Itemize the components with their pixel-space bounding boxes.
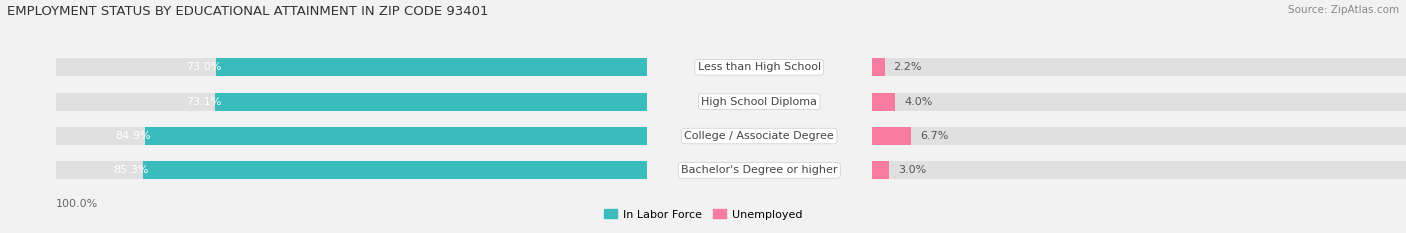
Bar	[143, 161, 647, 179]
Text: 4.0%: 4.0%	[904, 97, 932, 107]
Bar	[872, 161, 1406, 179]
Text: 100.0%: 100.0%	[56, 199, 98, 209]
Bar	[56, 127, 647, 145]
Bar	[56, 58, 647, 76]
Bar	[872, 127, 911, 145]
Bar	[872, 127, 1406, 145]
Text: College / Associate Degree: College / Associate Degree	[685, 131, 834, 141]
Bar	[872, 93, 1406, 111]
Text: 73.0%: 73.0%	[186, 62, 222, 72]
Text: 73.1%: 73.1%	[186, 97, 221, 107]
Bar	[56, 161, 647, 179]
Bar	[56, 93, 647, 111]
Bar	[215, 58, 647, 76]
Text: 3.0%: 3.0%	[898, 165, 927, 175]
Text: Less than High School: Less than High School	[697, 62, 821, 72]
Text: 6.7%: 6.7%	[920, 131, 949, 141]
Bar	[872, 58, 884, 76]
Text: 85.3%: 85.3%	[114, 165, 149, 175]
Text: Bachelor's Degree or higher: Bachelor's Degree or higher	[681, 165, 838, 175]
Text: 2.2%: 2.2%	[894, 62, 922, 72]
Text: 84.9%: 84.9%	[115, 131, 152, 141]
Text: Source: ZipAtlas.com: Source: ZipAtlas.com	[1288, 5, 1399, 15]
Text: High School Diploma: High School Diploma	[702, 97, 817, 107]
Bar	[872, 58, 1406, 76]
Bar	[145, 127, 647, 145]
Text: EMPLOYMENT STATUS BY EDUCATIONAL ATTAINMENT IN ZIP CODE 93401: EMPLOYMENT STATUS BY EDUCATIONAL ATTAINM…	[7, 5, 488, 18]
Bar	[872, 161, 890, 179]
Bar	[872, 93, 896, 111]
Bar	[215, 93, 647, 111]
Legend: In Labor Force, Unemployed: In Labor Force, Unemployed	[599, 205, 807, 224]
